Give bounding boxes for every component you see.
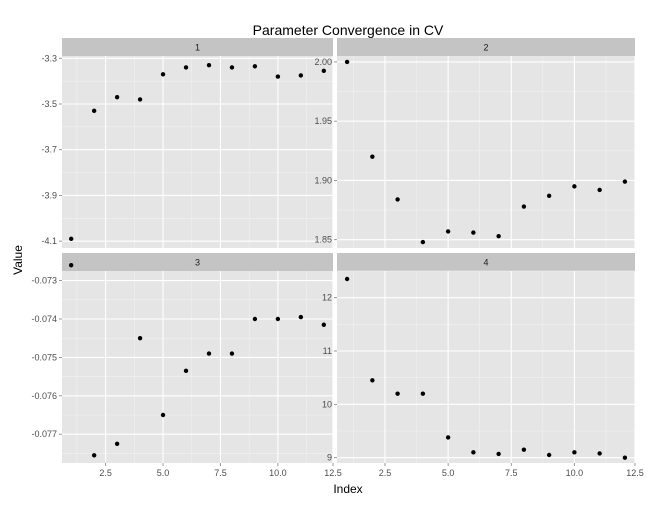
x-tick-label: 2.5 — [99, 468, 112, 478]
data-point — [370, 378, 375, 383]
data-point — [546, 193, 552, 199]
x-tick-label: 5.0 — [157, 468, 170, 478]
x-tick-label: 12.5 — [324, 468, 342, 478]
facet-panel-2: 2 1.85 1.90 1.95 2.00 — [314, 38, 636, 248]
facet-strip — [62, 253, 333, 271]
facet-strip — [337, 38, 635, 56]
y-tick-label: -0.074 — [31, 314, 57, 324]
panel-background — [62, 56, 333, 248]
x-axis-title: Index — [333, 482, 362, 496]
data-point — [206, 62, 212, 68]
facet-panel-3: 3 2.5 5.0 7.5 10.0 12.5 -0.077 -0.076 -0.075 -0.0… — [31, 253, 342, 478]
x-tick-label: 7.5 — [214, 468, 227, 478]
data-point — [546, 452, 552, 458]
data-point — [137, 336, 143, 341]
data-point — [370, 154, 375, 159]
data-point — [275, 316, 281, 322]
y-tick-label: 1.85 — [314, 235, 332, 245]
data-point — [68, 236, 74, 242]
data-point — [420, 239, 426, 245]
data-point — [471, 450, 476, 455]
data-point — [298, 73, 304, 78]
chart-title: Parameter Convergence in CV — [253, 22, 444, 38]
data-point — [521, 447, 527, 452]
data-point — [68, 263, 74, 268]
data-point — [229, 65, 235, 70]
facet-strip — [337, 253, 635, 271]
data-point — [275, 74, 281, 79]
facet-strip-label: 4 — [483, 258, 488, 268]
facet-panel-1: 1 -4.1 -3.9 -3.7 -3.5 -3.3 — [41, 38, 334, 248]
y-tick-label: -3.3 — [41, 53, 57, 63]
y-tick-label: -0.077 — [31, 429, 57, 439]
x-tick-label: 12.5 — [626, 468, 644, 478]
y-tick-label: -3.7 — [41, 145, 57, 155]
data-point — [572, 450, 577, 455]
data-point — [229, 351, 235, 356]
y-tick-label: 10 — [322, 399, 332, 409]
data-point — [206, 351, 212, 356]
y-tick-label: -0.076 — [31, 391, 57, 401]
data-point — [420, 391, 426, 396]
data-point — [597, 187, 602, 193]
facet-strip — [62, 38, 333, 56]
y-tick-label: -0.075 — [31, 352, 57, 362]
panel-background — [337, 56, 635, 248]
x-tick-label: 10.0 — [269, 468, 287, 478]
panel-background — [337, 271, 635, 463]
data-point — [445, 229, 451, 234]
data-point — [597, 451, 602, 456]
data-point — [521, 204, 527, 209]
y-tick-label: -0.073 — [31, 276, 57, 286]
data-point — [114, 441, 120, 446]
data-point — [137, 97, 143, 102]
data-point — [622, 179, 628, 184]
data-point — [496, 451, 501, 457]
data-point — [183, 368, 189, 374]
data-point — [160, 412, 166, 418]
data-point — [91, 108, 97, 114]
facet-strip-label: 2 — [483, 43, 488, 53]
y-tick-label: 1.95 — [314, 116, 332, 126]
data-point — [321, 322, 327, 327]
x-tick-label: 10.0 — [566, 468, 584, 478]
data-point — [445, 435, 451, 440]
x-tick-label: 7.5 — [505, 468, 518, 478]
data-point — [183, 65, 189, 70]
y-tick-label: 2.00 — [314, 57, 332, 67]
facet-strip-label: 1 — [195, 43, 200, 53]
data-point — [344, 59, 350, 65]
y-tick-label: -4.1 — [41, 236, 57, 246]
y-axis-title: Value — [11, 245, 25, 275]
data-point — [572, 184, 577, 189]
data-point — [395, 197, 400, 202]
panel-background — [62, 271, 333, 463]
facet-panel-4: 4 2.5 5.0 7.5 10.0 12.5 9 10 11 12 — [322, 253, 644, 478]
data-point — [321, 68, 327, 74]
data-point — [471, 230, 476, 235]
data-point — [91, 453, 97, 458]
data-point — [496, 233, 501, 239]
data-point — [622, 455, 628, 460]
data-point — [344, 276, 350, 282]
x-tick-label: 5.0 — [442, 468, 455, 478]
data-point — [395, 391, 400, 396]
y-tick-label: 1.90 — [314, 175, 332, 185]
data-point — [298, 314, 304, 320]
y-tick-label: 9 — [327, 453, 332, 463]
data-point — [252, 64, 258, 69]
facet-panels: 1 -4.1 -3.9 -3.7 -3.5 -3.3 2 1.85 1.90 1.95 2.00 3 2… — [31, 38, 644, 478]
facet-strip-label: 3 — [195, 258, 200, 268]
y-tick-label: -3.5 — [41, 99, 57, 109]
y-tick-label: 11 — [323, 346, 332, 356]
y-tick-label: -3.9 — [41, 190, 57, 200]
data-point — [252, 316, 258, 322]
data-point — [160, 72, 166, 77]
x-tick-label: 2.5 — [379, 468, 392, 478]
data-point — [114, 94, 120, 100]
y-tick-label: 12 — [322, 293, 332, 303]
